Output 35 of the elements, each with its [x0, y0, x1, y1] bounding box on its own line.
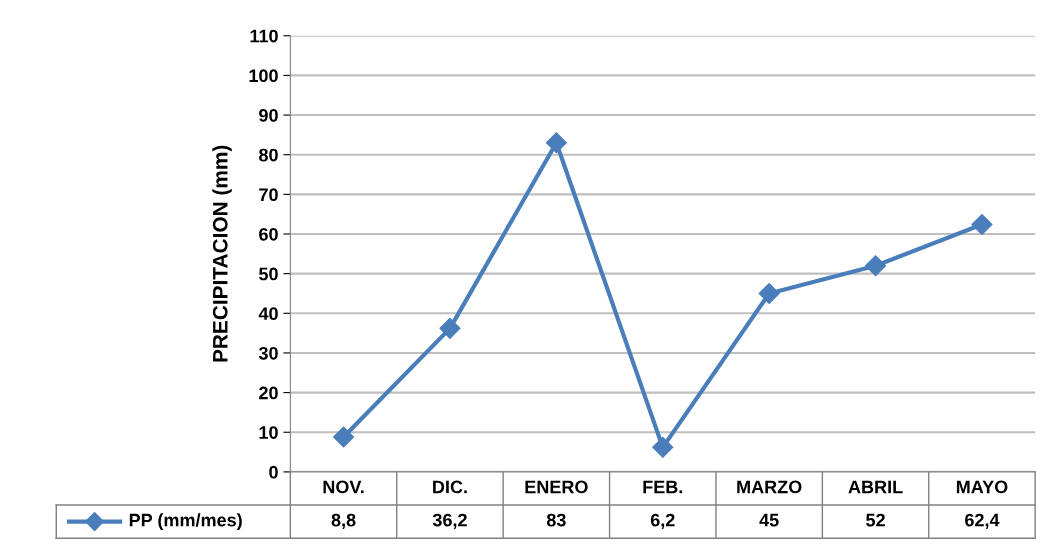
y-tick-label: 80 — [259, 148, 278, 162]
y-tick-label: 30 — [258, 346, 278, 360]
y-tick-label: 50 — [259, 267, 278, 281]
data-label: 62,4 — [965, 513, 1000, 530]
data-label: 8,8 — [331, 513, 356, 530]
data-label: 6,2 — [650, 513, 675, 530]
y-axis-title: PRECIPITACION (mm) — [212, 145, 232, 362]
point — [545, 132, 567, 154]
x-tick-label: NOV. — [323, 480, 364, 494]
x-tick-label: ENERO — [525, 480, 588, 494]
x-tick-label: ABRIL — [848, 480, 903, 494]
data-label: 52 — [866, 513, 885, 527]
y-tick-label: 90 — [259, 108, 278, 122]
point — [333, 426, 355, 448]
y-tick-label: 60 — [259, 227, 278, 241]
x-tick-label: MARZO — [737, 480, 802, 494]
y-tick-label: 40 — [258, 307, 278, 321]
y-tick-label: 70 — [259, 188, 278, 202]
point — [439, 317, 461, 339]
x-tick-label: FEB. — [643, 480, 683, 494]
x-tick-label: DIC. — [433, 480, 467, 494]
point — [971, 213, 993, 235]
y-tick-label: 110 — [250, 29, 278, 43]
data-label: 45 — [759, 513, 779, 527]
y-tick-label: 100 — [249, 69, 278, 83]
y-tick-label: 0 — [269, 465, 278, 479]
x-tick-label: MAYO — [956, 480, 1008, 494]
y-tick-label: 10 — [259, 426, 278, 439]
point — [865, 255, 887, 277]
legend-label: PP (mm/mes) — [129, 513, 242, 531]
point — [652, 436, 674, 458]
point — [758, 282, 780, 304]
y-tick-label: 20 — [259, 386, 278, 400]
data-label: 36,2 — [432, 513, 467, 530]
data-label: 83 — [546, 513, 566, 527]
